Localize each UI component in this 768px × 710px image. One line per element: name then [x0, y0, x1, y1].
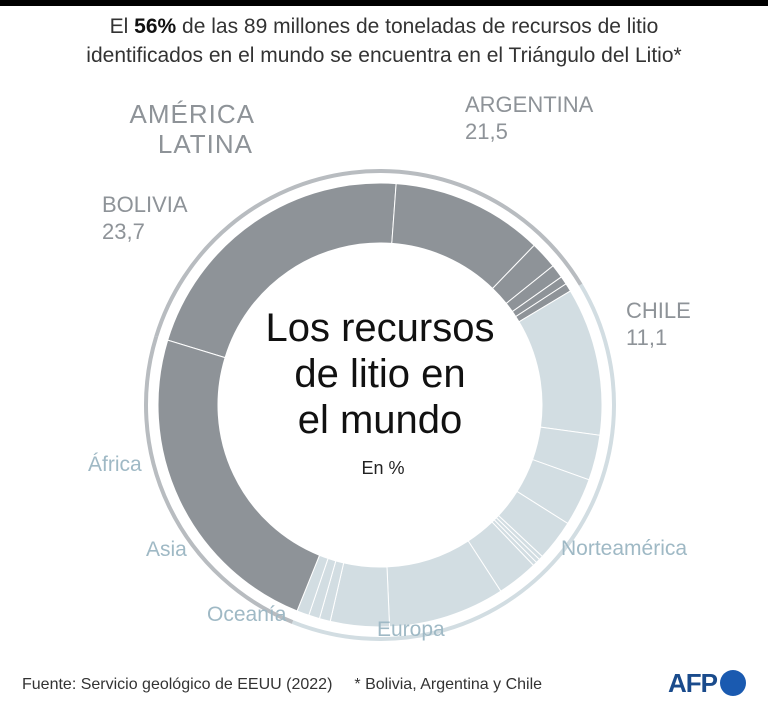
group-label-latam-2: LATINA [158, 129, 253, 159]
top-bar [0, 0, 768, 6]
label-argentina-value: 21,5 [465, 119, 508, 144]
afp-logo-dot [720, 670, 746, 696]
label-bolivia-name: BOLIVIA [102, 192, 188, 217]
outer-ring [144, 169, 616, 641]
subtitle-pre: El [109, 15, 135, 38]
label-norteamerica: Norteamérica [561, 537, 687, 560]
donut-chart: Los recursos de litio en el mundo En % A… [88, 92, 691, 641]
label-argentina-name: ARGENTINA [465, 92, 594, 117]
donut-segments [157, 182, 603, 628]
footnote: * Bolivia, Argentina y Chile [354, 676, 543, 693]
label-africa: África [88, 453, 142, 476]
center-unit: En % [361, 458, 404, 478]
group-label-latam-1: AMÉRICA [130, 99, 255, 129]
center-title-line-2: de litio en [294, 352, 465, 396]
source-note: Fuente: Servicio geológico de EEUU (2022… [22, 676, 333, 693]
label-bolivia-value: 23,7 [102, 219, 145, 244]
label-oceania: Oceanía [207, 603, 287, 626]
footer: Fuente: Servicio geológico de EEUU (2022… [22, 676, 542, 694]
subtitle-line-1: El 56% de las 89 millones de toneladas d… [0, 12, 768, 41]
ring-rest-of-world [291, 283, 616, 641]
label-chile-value: 11,1 [626, 325, 667, 350]
subtitle-line-2: identificados en el mundo se encuentra e… [86, 44, 682, 67]
label-asia: Asia [146, 538, 187, 561]
ring-latam-bolivia [144, 336, 294, 624]
subtitle-highlight: 56% [134, 15, 177, 38]
subtitle-line1-rest: de las 89 millones de toneladas de recur… [176, 15, 659, 38]
afp-logo-text: AFP [668, 667, 718, 698]
chart-subtitle: El 56% de las 89 millones de toneladas d… [0, 12, 768, 70]
center-title-line-1: Los recursos [266, 306, 495, 350]
center-title-line-3: el mundo [298, 398, 463, 442]
ring-latam-main [154, 169, 583, 338]
label-chile-name: CHILE [626, 298, 691, 323]
donut-segment-bolivia [157, 339, 321, 612]
label-europa: Europa [377, 618, 445, 641]
afp-logo: AFP [668, 666, 746, 700]
